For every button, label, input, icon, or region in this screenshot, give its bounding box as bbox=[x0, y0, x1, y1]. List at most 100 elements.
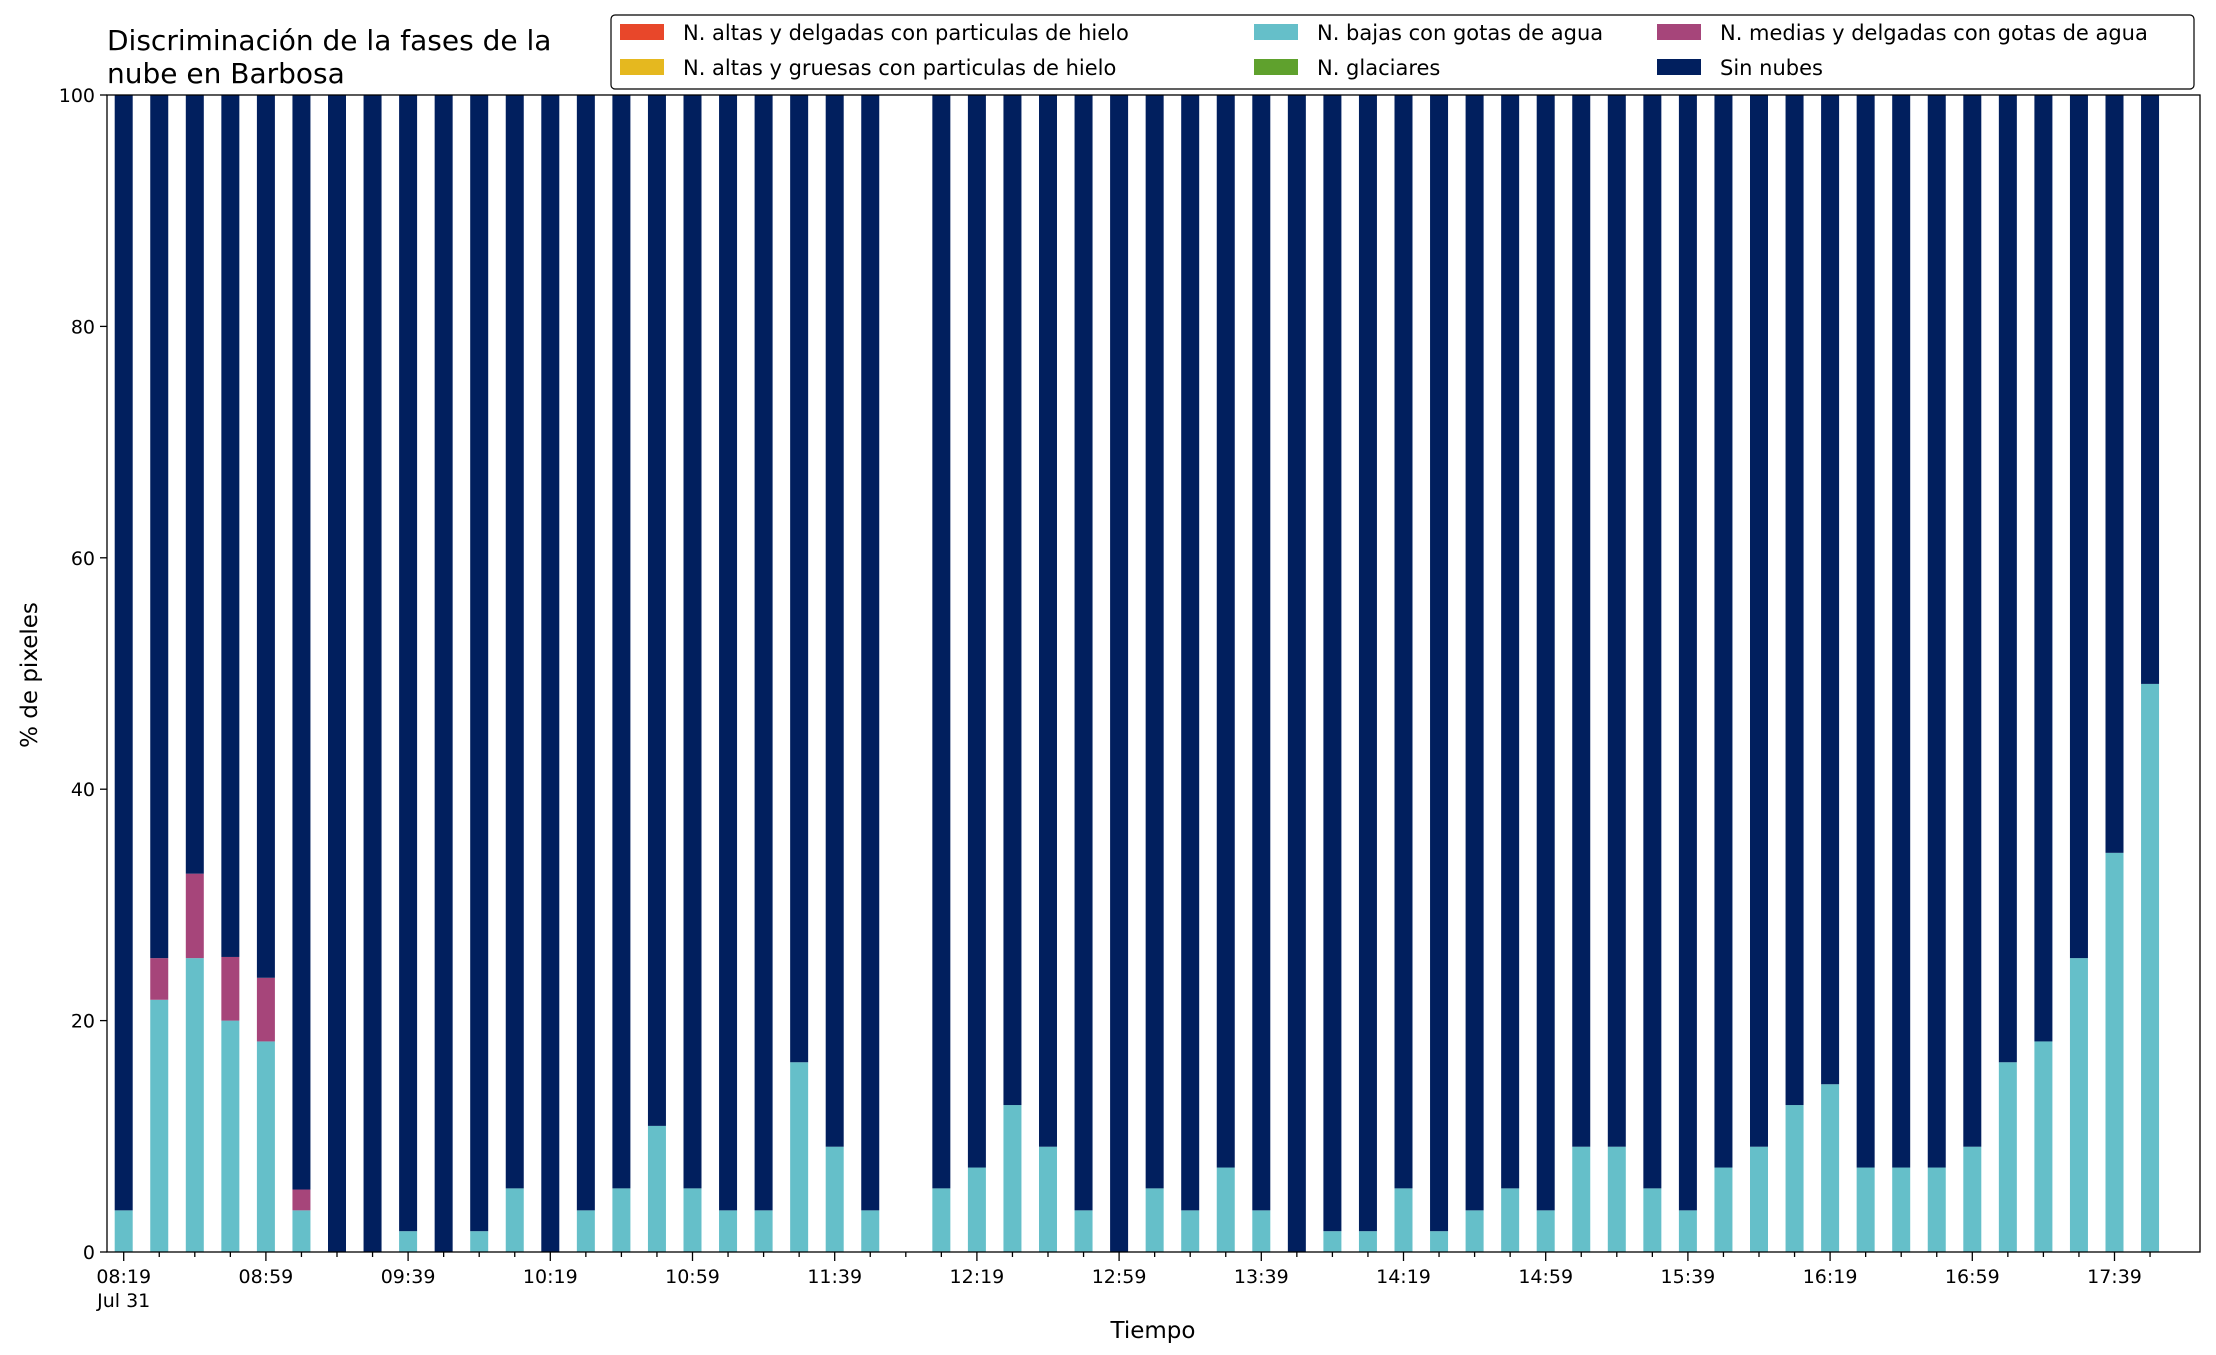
bar-segment bbox=[1536, 1210, 1555, 1252]
legend-swatch bbox=[620, 24, 664, 40]
bar-segment bbox=[1074, 95, 1093, 1211]
legend-swatch bbox=[1657, 24, 1701, 40]
bar-segment bbox=[185, 95, 204, 874]
bar-segment bbox=[1572, 95, 1591, 1147]
legend-swatch bbox=[1254, 24, 1298, 40]
bar-segment bbox=[861, 95, 880, 1211]
bar-segment bbox=[647, 1125, 666, 1252]
bar-segment bbox=[1643, 1188, 1662, 1252]
bar-segment bbox=[1892, 1167, 1911, 1252]
bar-segment bbox=[825, 1146, 844, 1252]
bar-segment bbox=[150, 958, 169, 1000]
bar-segment bbox=[1252, 1210, 1271, 1252]
bar-segment bbox=[1714, 1167, 1733, 1252]
bar-segment bbox=[1003, 1105, 1022, 1252]
bar-segment bbox=[328, 95, 346, 1252]
legend-label: N. bajas con gotas de agua bbox=[1317, 21, 1603, 45]
x-tick-label: 14:59 bbox=[1518, 1266, 1573, 1288]
bar-segment bbox=[683, 95, 702, 1189]
y-tick-label: 80 bbox=[71, 316, 95, 338]
bar-segment bbox=[2141, 95, 2160, 684]
legend-label: Sin nubes bbox=[1720, 56, 1823, 80]
bar-segment bbox=[221, 956, 240, 1021]
bar-segment bbox=[1323, 95, 1342, 1232]
legend-swatch bbox=[620, 59, 664, 75]
bar-segment bbox=[399, 95, 418, 1232]
legend: N. altas y delgadas con particulas de hi… bbox=[610, 14, 2195, 90]
bar-segment bbox=[647, 95, 666, 1126]
bar-segment bbox=[114, 95, 133, 1211]
bar-segment bbox=[1181, 1210, 1200, 1252]
bar-segment bbox=[1323, 1231, 1342, 1252]
bar-segment bbox=[2105, 95, 2124, 853]
legend-box bbox=[610, 14, 2195, 90]
bar-segment bbox=[185, 958, 204, 1252]
legend-swatch bbox=[1254, 59, 1298, 75]
legend-label: N. altas y gruesas con particulas de hie… bbox=[683, 56, 1116, 80]
x-tick-label: 15:39 bbox=[1661, 1266, 1716, 1288]
bar-segment bbox=[1643, 95, 1662, 1189]
bar-segment bbox=[1927, 95, 1946, 1168]
bar-segment bbox=[1572, 1146, 1591, 1252]
bar-segment bbox=[1750, 1146, 1768, 1252]
y-tick-label: 100 bbox=[59, 85, 95, 107]
x-tick-label: 16:19 bbox=[1803, 1266, 1858, 1288]
bar-segment bbox=[1785, 95, 1804, 1106]
bar-segment bbox=[1536, 95, 1555, 1211]
bar-segment bbox=[256, 95, 275, 978]
bar-segment bbox=[576, 95, 595, 1211]
bar-segment bbox=[185, 873, 204, 959]
bar-segment bbox=[1287, 95, 1306, 1252]
bar-segment bbox=[1145, 1188, 1164, 1252]
bar-segment bbox=[221, 95, 240, 957]
x-tick-label: 14:19 bbox=[1376, 1266, 1431, 1288]
bar-segment bbox=[1856, 1167, 1875, 1252]
bar-segment bbox=[683, 1188, 702, 1252]
bar-segment bbox=[1110, 95, 1129, 1252]
bar-segment bbox=[292, 95, 311, 1190]
bar-segment bbox=[1216, 1167, 1235, 1252]
bar-segment bbox=[363, 95, 382, 1252]
bar-segment bbox=[790, 95, 809, 1063]
x-axis-label: Tiempo bbox=[1110, 1318, 1196, 1344]
bar-segment bbox=[2069, 958, 2088, 1252]
bar-segment bbox=[1821, 95, 1840, 1085]
bar-segment bbox=[292, 1189, 311, 1211]
x-tick-label: 11:39 bbox=[807, 1266, 862, 1288]
bar-segment bbox=[2034, 1041, 2053, 1252]
axes-layer: 0 20 40 60 80 100 08:19 08:59 09:39 10:19 10:59 11:… bbox=[59, 85, 2201, 1312]
y-axis-label: % de pixeles bbox=[17, 602, 43, 748]
x-tick-label: 17:39 bbox=[2087, 1266, 2142, 1288]
bar-segment bbox=[1003, 95, 1022, 1106]
legend-label: N. glaciares bbox=[1317, 56, 1440, 80]
x-tick-label: 09:39 bbox=[381, 1266, 436, 1288]
bar-segment bbox=[967, 1167, 986, 1252]
bar-segment bbox=[505, 1188, 524, 1252]
bar-segment bbox=[2069, 95, 2088, 959]
x-tick-label: 08:19 bbox=[96, 1266, 151, 1288]
bar-segment bbox=[719, 1210, 738, 1252]
bar-segment bbox=[1430, 95, 1449, 1232]
y-tick-label: 60 bbox=[71, 548, 95, 570]
bar-segment bbox=[754, 1210, 773, 1252]
bar-segment bbox=[1607, 1146, 1626, 1252]
legend-swatch bbox=[1657, 59, 1701, 75]
bar-segment bbox=[399, 1231, 418, 1252]
bar-segment bbox=[1927, 1167, 1946, 1252]
bar-segment bbox=[1145, 95, 1164, 1189]
bar-segment bbox=[1394, 1188, 1413, 1252]
x-tick-label: 12:59 bbox=[1092, 1266, 1147, 1288]
bar-segment bbox=[967, 95, 986, 1168]
x-tick-label: 13:39 bbox=[1234, 1266, 1289, 1288]
bar-segment bbox=[1998, 1062, 2017, 1252]
bar-segment bbox=[825, 95, 844, 1147]
bar-segment bbox=[1963, 95, 1982, 1147]
chart-title: Discriminación de la fases de la nube en … bbox=[107, 24, 551, 90]
bar-segment bbox=[150, 95, 169, 959]
bar-segment bbox=[1856, 95, 1875, 1168]
x-tick-label: 10:59 bbox=[665, 1266, 720, 1288]
bar-segment bbox=[790, 1062, 809, 1252]
bar-segment bbox=[1430, 1231, 1449, 1252]
bar-segment bbox=[1358, 95, 1377, 1232]
